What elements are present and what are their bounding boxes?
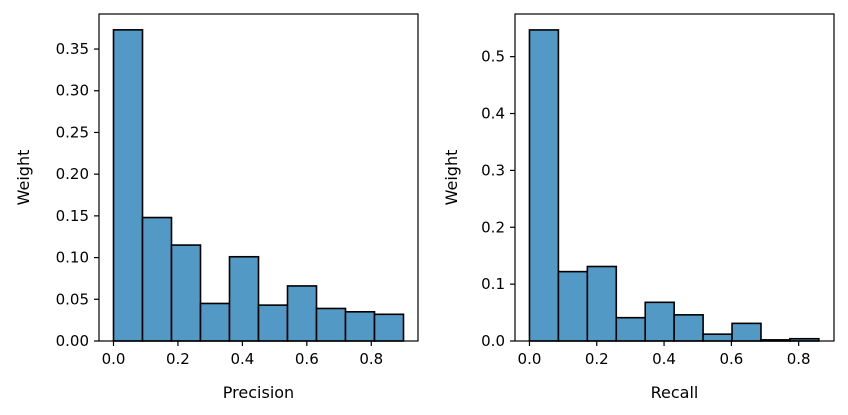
precision-x-tick-label: 0.2 — [166, 350, 190, 368]
precision-bars — [112, 29, 405, 342]
recall-bar-5 — [673, 314, 704, 342]
precision-y-tick-label: 0.00 — [56, 332, 89, 350]
recall-axes-frame — [514, 13, 835, 342]
recall-y-tick-label: 0.0 — [481, 332, 505, 350]
precision-y-axis-label: Weight — [14, 150, 33, 206]
recall-bar-1 — [557, 270, 589, 342]
recall-y-tick-label: 0.4 — [481, 105, 505, 123]
precision-y-tick-label: 0.15 — [56, 207, 89, 225]
precision-x-tick-label: 0.8 — [359, 350, 383, 368]
recall-x-tick-label: 0.6 — [719, 350, 743, 368]
precision-y-tick-label: 0.05 — [56, 290, 89, 308]
recall-y-tick-label: 0.3 — [481, 161, 505, 179]
recall-x-tick-label: 0.0 — [518, 350, 542, 368]
recall-y-tick-label: 0.5 — [481, 48, 505, 66]
recall-bar-6 — [702, 333, 733, 342]
precision-bar-5 — [257, 304, 289, 342]
recall-histogram-panel: 0.0 0.2 0.4 0.6 0.8 0.0 0.1 0.2 0.3 0.4 0.5 Recall W… — [442, 13, 835, 402]
recall-bar-4 — [644, 301, 675, 342]
precision-y-tick-label: 0.25 — [56, 123, 89, 141]
precision-bar-4 — [228, 255, 260, 342]
recall-x-tick-label: 0.8 — [787, 350, 811, 368]
precision-x-tick-label: 0.0 — [102, 350, 126, 368]
recall-x-tick-label: 0.4 — [652, 350, 676, 368]
precision-y-tick-label: 0.20 — [56, 165, 89, 183]
recall-y-tick-label: 0.2 — [481, 218, 505, 236]
precision-y-tick-label: 0.30 — [56, 82, 89, 100]
precision-x-tick-label: 0.4 — [230, 350, 254, 368]
precision-x-axis-label: Precision — [223, 383, 294, 402]
precision-axes-frame — [98, 13, 419, 342]
recall-x-axis-label: Recall — [651, 383, 699, 402]
precision-bar-0 — [112, 29, 144, 342]
recall-y-tick-label: 0.1 — [481, 275, 505, 293]
recall-bar-2 — [586, 265, 618, 342]
recall-bar-3 — [615, 316, 647, 342]
precision-bar-1 — [141, 216, 173, 342]
precision-bar-8 — [344, 311, 376, 342]
recall-bar-7 — [731, 322, 762, 342]
precision-x-tick-label: 0.6 — [295, 350, 319, 368]
precision-bar-3 — [199, 302, 231, 342]
recall-y-axis-label: Weight — [442, 150, 461, 206]
precision-bar-2 — [170, 244, 202, 342]
precision-bar-7 — [315, 307, 347, 342]
recall-bar-0 — [528, 29, 560, 342]
precision-histogram-panel: 0.0 0.2 0.4 0.6 0.8 0.00 0.05 0.10 0.15 0.20 0.25 0… — [14, 13, 419, 402]
precision-bar-6 — [286, 285, 318, 342]
recall-x-tick-label: 0.2 — [585, 350, 609, 368]
precision-bar-9 — [373, 313, 405, 342]
precision-y-tick-label: 0.35 — [56, 40, 89, 58]
recall-bars — [528, 29, 820, 342]
precision-y-tick-label: 0.10 — [56, 249, 89, 267]
